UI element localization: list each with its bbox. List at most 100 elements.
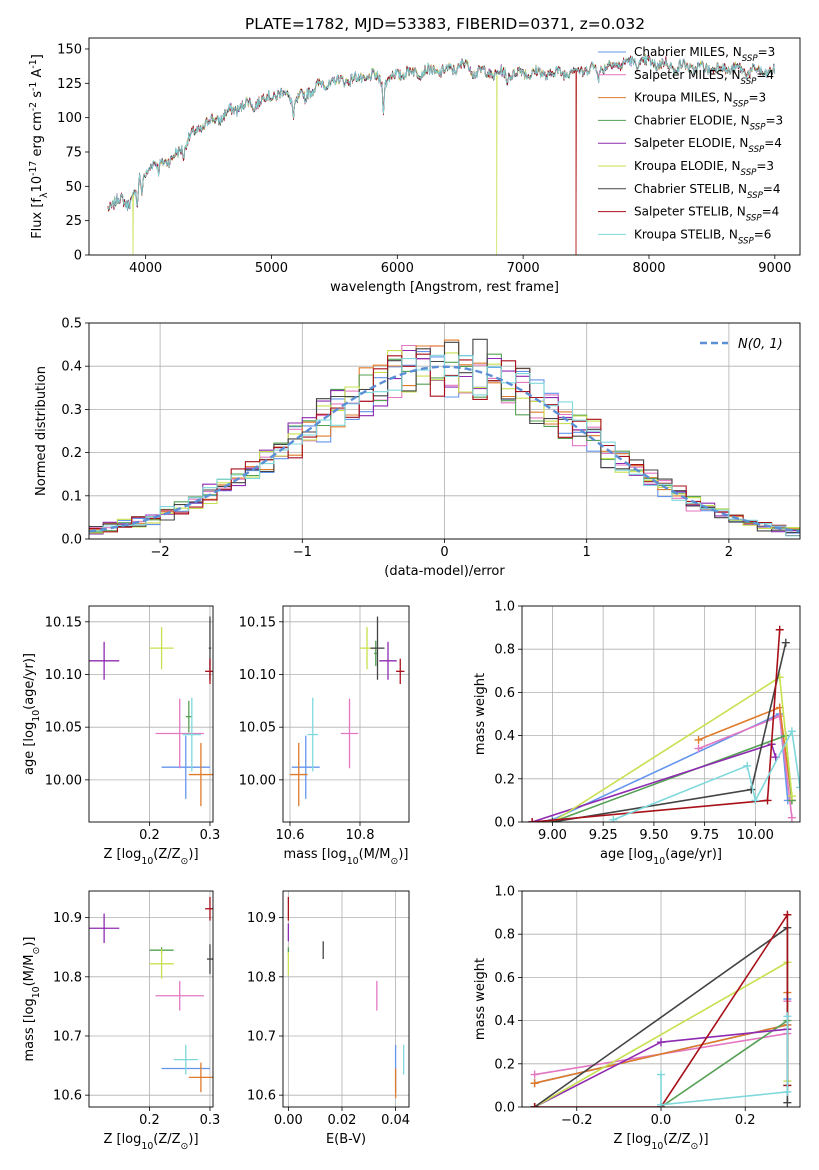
weight-marker [783, 910, 792, 919]
chart-mass_vs_ebv: 0.00 0.02 0.04 10.6 10.7 10.8 10.9 E(B-V) [247, 890, 410, 1147]
spectrum-line-kroupa_stelib [107, 55, 775, 210]
errorbar-salpeter_stelib [205, 896, 213, 921]
x-tick-label: 5000 [255, 261, 288, 276]
y-tick-label: 1.0 [494, 600, 515, 615]
weight-marker [787, 792, 796, 801]
x-axis-label: mass [log10(M/M⊙)] [284, 847, 409, 867]
weight-marker [530, 1079, 539, 1088]
chart-weight_vs_age: 9.00 9.25 9.50 9.75 10.00 0.0 0.2 0.4 0.6 0.8 1.0 a… [473, 600, 801, 867]
y-tick-label: 10.8 [247, 970, 276, 985]
weight-line-kroupa_stelib [660, 1016, 789, 1106]
x-tick-label: 9.75 [690, 828, 719, 843]
x-tick-label: 7000 [507, 261, 540, 276]
chart-age_vs_mass: 10.6 10.8 10.00 10.05 10.10 10.15 mass [log10(… [239, 605, 410, 867]
x-tick-label: 0.3 [200, 828, 221, 843]
x-axis-label: E(B-V) [326, 1132, 366, 1147]
y-tick-label: 50 [65, 180, 82, 195]
y-tick-label: 10.15 [45, 615, 82, 630]
x-tick-label: 6000 [381, 261, 414, 276]
y-axis-label: Flux [fλ10-17 erg cm-2 s-1 A-1] [28, 54, 50, 239]
legend-entry: N(0, 1) [738, 337, 783, 352]
x-tick-label: 0.2 [139, 828, 160, 843]
legend-entry: Chabrier STELIB, NSSP=4 [634, 182, 781, 201]
errorbar-kroupa_elodie [149, 627, 174, 670]
y-tick-label: 0.4 [494, 729, 515, 744]
x-axis-label: Z [log10(Z/Z⊙)] [103, 1132, 198, 1152]
y-tick-label: 10.00 [45, 773, 82, 788]
x-tick-label: 10.00 [737, 828, 774, 843]
x-tick-label: 0.3 [200, 1113, 221, 1128]
y-tick-label: 10.9 [53, 911, 82, 926]
x-tick-label: 9.00 [538, 828, 567, 843]
legend-entry: Kroupa MILES, NSSP=3 [634, 91, 766, 110]
weight-marker [787, 813, 796, 822]
x-axis-label: Z [log10(Z/Z⊙)] [103, 847, 198, 867]
axes-frame [282, 605, 410, 823]
y-tick-label: 0.1 [61, 489, 82, 504]
x-tick-label: 9000 [758, 261, 791, 276]
weight-marker [743, 761, 752, 770]
x-tick-label: 0.2 [139, 1113, 160, 1128]
weight-marker [783, 1087, 792, 1096]
errorbar-salpeter_stelib [396, 658, 405, 684]
axes-frame [521, 890, 801, 1108]
plot-area [89, 896, 213, 1093]
histogram-chabrier_stelib [89, 338, 800, 533]
y-tick-label: 10.6 [53, 1089, 82, 1104]
errorbar-kroupa_stelib [182, 697, 201, 772]
axes-frame [521, 605, 801, 823]
y-tick-label: 125 [57, 77, 82, 92]
y-axis-label: Normed distribution [34, 366, 49, 496]
weight-marker [763, 796, 772, 805]
axes-frame [88, 37, 801, 256]
chart-spectrum: 4000 5000 6000 7000 8000 9000 0 25 50 75 100 125 150… [28, 37, 801, 295]
plot-area [89, 338, 800, 537]
y-tick-label: 10.05 [239, 721, 276, 736]
errorbar-salpeter_elodie [89, 641, 120, 680]
x-axis-label: Z [log10(Z/Z⊙)] [613, 1132, 708, 1152]
errorbar-chabrier_miles [291, 735, 320, 799]
weight-marker [781, 638, 790, 647]
weight-marker [783, 1098, 792, 1107]
errorbar-kroupa_stelib [173, 1044, 198, 1075]
x-tick-label: 8000 [632, 261, 665, 276]
y-tick-label: 0.0 [494, 816, 515, 831]
weight-marker [530, 1103, 539, 1107]
x-tick-label: 10.8 [346, 828, 375, 843]
errorbar-chabrier_stelib [206, 944, 213, 974]
x-tick-label: 1 [583, 545, 591, 560]
weight-line-chabrier_stelib [552, 642, 787, 822]
weight-marker [657, 1100, 665, 1107]
x-tick-label: 0.02 [328, 1113, 357, 1128]
x-tick-label: 4000 [129, 261, 162, 276]
x-axis-label: (data-model)/error [384, 564, 505, 579]
x-tick-label: 0.04 [381, 1113, 410, 1128]
y-tick-label: 0 [74, 249, 82, 264]
weight-marker [657, 1038, 665, 1047]
y-tick-label: 0.2 [494, 772, 515, 787]
y-tick-label: 0.8 [494, 928, 515, 943]
y-tick-label: 100 [57, 111, 82, 126]
y-axis-label: mass weight [473, 673, 488, 755]
weight-marker [609, 815, 618, 822]
weight-marker [783, 1012, 792, 1021]
histogram-salpeter_stelib [89, 353, 800, 537]
errorbar-salpeter_miles [155, 980, 204, 1011]
errorbar-salpeter_stelib [205, 658, 213, 684]
weight-marker [751, 796, 760, 805]
y-axis-label: age [log10(age/yr)] [22, 653, 42, 775]
weight-marker [530, 1070, 539, 1079]
y-tick-label: 10.6 [247, 1089, 276, 1104]
errorbar-chabrier_stelib [370, 616, 385, 680]
x-tick-label: −2 [151, 545, 170, 560]
y-tick-label: 0.0 [494, 1101, 515, 1116]
axes-frame [282, 890, 410, 1108]
y-tick-label: 10.10 [239, 668, 276, 683]
axes-frame [88, 605, 214, 823]
weight-marker [694, 744, 703, 753]
y-tick-label: 0.6 [494, 971, 515, 986]
legend-entry: Salpeter STELIB, NSSP=4 [634, 205, 779, 224]
y-tick-label: 0.4 [61, 360, 82, 375]
y-tick-label: 0.2 [494, 1057, 515, 1072]
plot-area [530, 910, 792, 1107]
